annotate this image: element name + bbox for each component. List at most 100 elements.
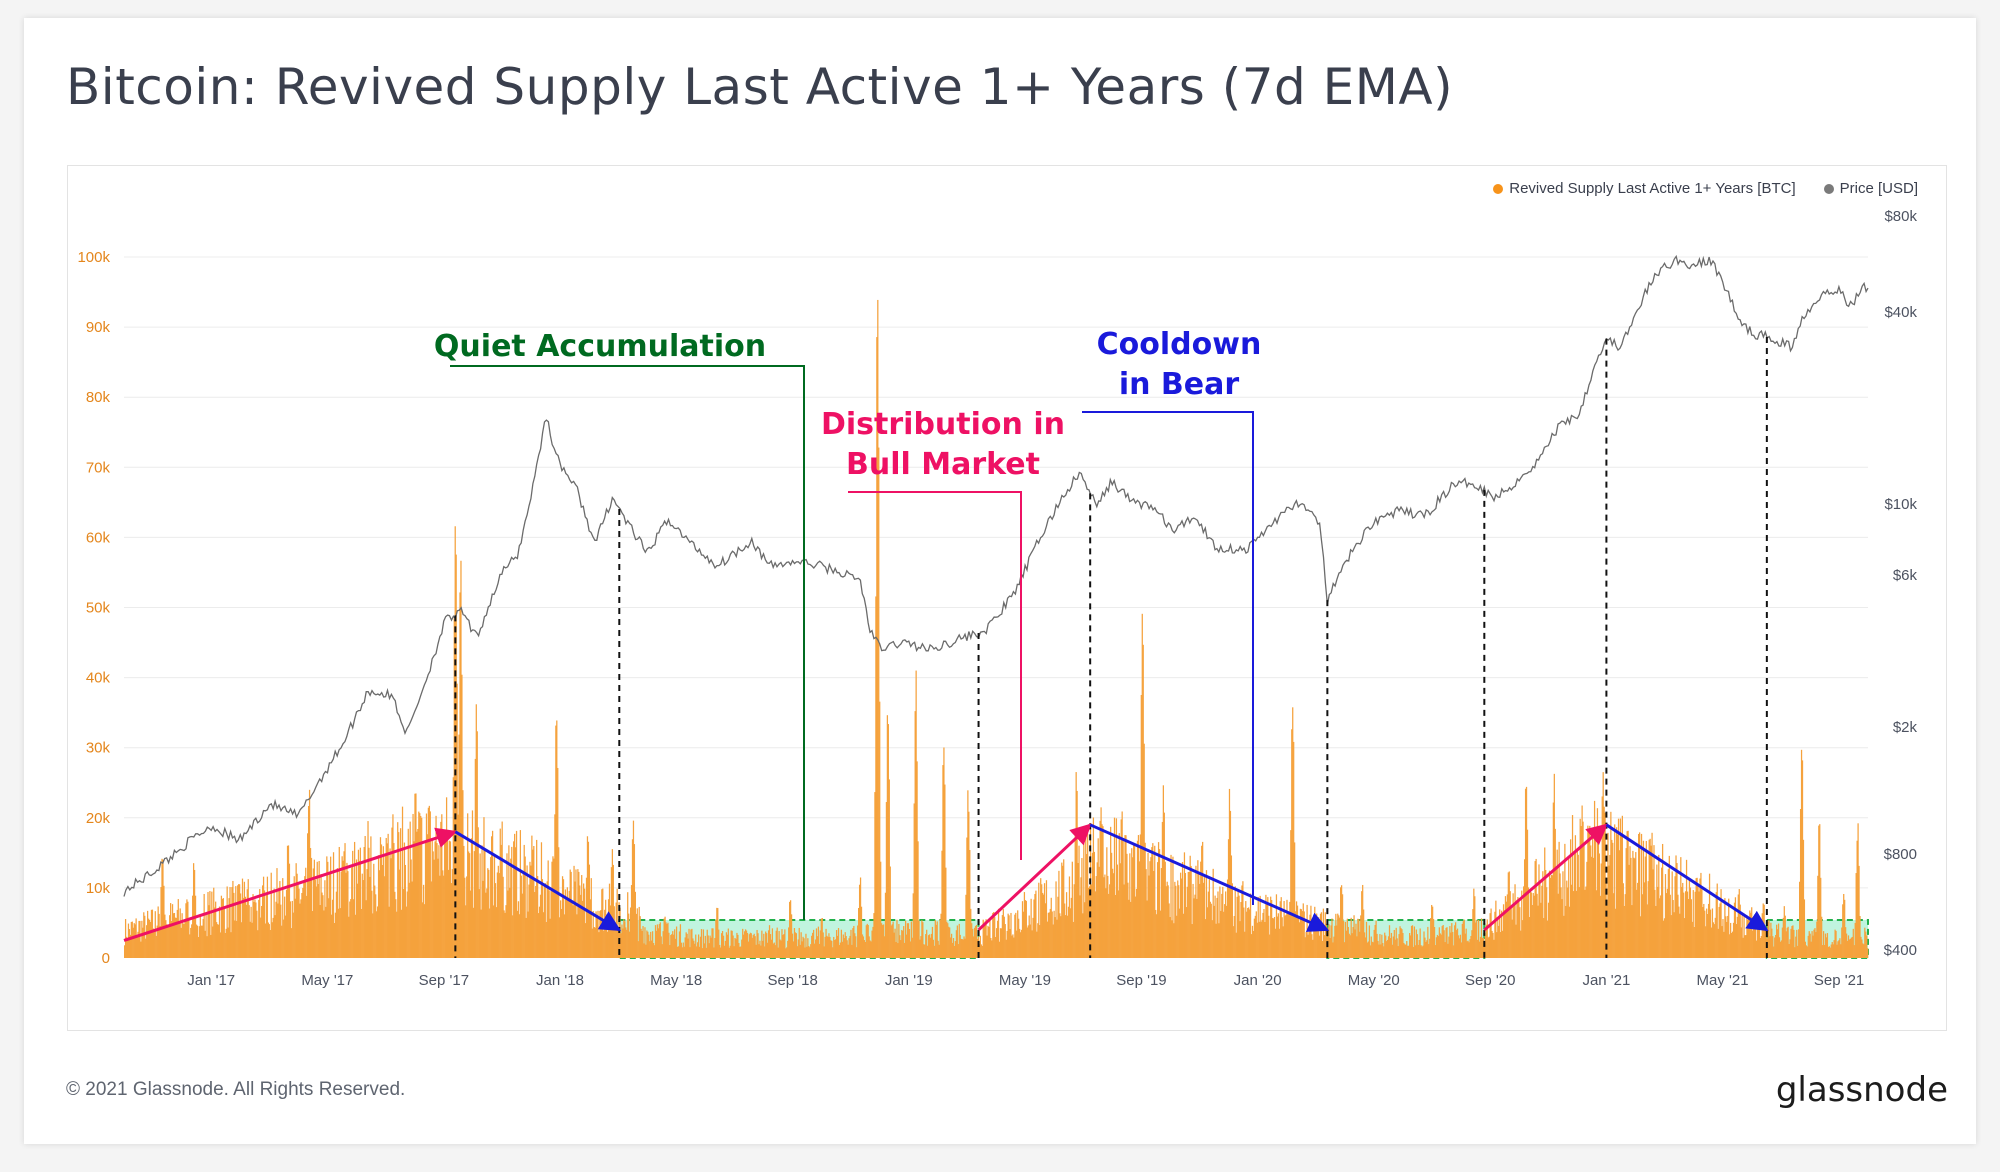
supply-bar — [145, 938, 147, 958]
supply-bar — [179, 908, 181, 958]
supply-bar — [1698, 891, 1700, 958]
supply-bar — [700, 929, 703, 958]
supply-bar — [807, 938, 809, 958]
supply-bar — [1302, 903, 1304, 958]
supply-bar — [656, 924, 659, 958]
supply-bar — [552, 856, 554, 958]
supply-bar — [313, 859, 315, 958]
supply-bar — [769, 934, 772, 958]
supply-bar — [1323, 935, 1325, 958]
supply-bar — [1703, 903, 1705, 958]
supply-bar — [803, 938, 805, 958]
supply-bar — [582, 900, 584, 958]
supply-bar — [613, 906, 615, 958]
supply-bar — [1663, 918, 1666, 958]
supply-bar — [801, 941, 803, 958]
supply-bar — [796, 946, 798, 958]
supply-bar — [293, 876, 295, 958]
supply-bar — [638, 906, 640, 958]
supply-bar — [811, 935, 813, 958]
supply-bar — [1125, 835, 1127, 958]
supply-bar — [1442, 925, 1444, 958]
supply-bar — [954, 941, 957, 958]
supply-bar — [1688, 879, 1691, 958]
supply-bar — [1135, 888, 1138, 958]
supply-bar — [515, 830, 518, 958]
supply-bar — [1523, 886, 1525, 958]
supply-bar — [1464, 933, 1466, 958]
supply-bar — [1730, 922, 1732, 958]
supply-bar — [1087, 887, 1090, 958]
supply-bar — [1187, 871, 1189, 958]
supply-bar — [1838, 940, 1840, 958]
supply-bar — [229, 887, 231, 958]
supply-bar — [670, 935, 672, 958]
supply-bar — [467, 813, 469, 958]
supply-bar — [1733, 902, 1736, 958]
supply-bar — [1036, 931, 1038, 958]
supply-bar — [226, 886, 228, 958]
supply-bar — [1599, 895, 1601, 958]
supply-bar — [1655, 905, 1657, 958]
supply-bar — [1729, 934, 1731, 958]
supply-bar — [521, 893, 523, 958]
supply-bar — [678, 931, 681, 958]
supply-bar — [1658, 854, 1660, 958]
supply-bar — [838, 945, 841, 958]
supply-bar — [858, 907, 860, 958]
supply-bar — [935, 924, 937, 958]
supply-bar — [1148, 875, 1150, 958]
x-tick-Jan '19: Jan '19 — [885, 972, 933, 989]
supply-bar — [1490, 908, 1492, 958]
supply-bar — [273, 888, 275, 958]
supply-bar — [555, 725, 557, 958]
supply-bar — [213, 887, 215, 958]
supply-bar — [238, 884, 241, 958]
supply-bar — [586, 836, 589, 958]
supply-bar — [544, 883, 546, 958]
supply-bar — [688, 928, 690, 958]
supply-bar — [1535, 858, 1537, 958]
supply-bar — [788, 927, 790, 958]
supply-bar — [1437, 936, 1440, 958]
supply-bar — [257, 930, 259, 958]
y-left-tick-60k: 60k — [86, 529, 111, 546]
supply-bar — [1677, 894, 1679, 958]
supply-bar — [1713, 924, 1715, 958]
supply-bar — [1808, 931, 1810, 958]
supply-bar — [1329, 938, 1331, 958]
supply-bar — [346, 862, 348, 958]
supply-bar — [1709, 909, 1712, 958]
supply-bar — [1791, 926, 1793, 958]
supply-bar — [925, 934, 927, 958]
supply-bar — [287, 845, 290, 958]
supply-bar — [427, 807, 430, 958]
supply-bar — [1307, 934, 1309, 958]
supply-bar — [170, 921, 173, 958]
supply-bar — [999, 928, 1002, 958]
supply-bar — [350, 899, 352, 958]
supply-bar — [1619, 818, 1622, 958]
supply-bar — [1512, 893, 1514, 958]
supply-bar — [760, 945, 762, 958]
supply-bar — [174, 917, 177, 958]
supply-bar — [158, 913, 160, 958]
legend-item-price[interactable]: Price [USD] — [1823, 180, 1918, 197]
supply-bar — [1448, 936, 1450, 958]
supply-bar — [412, 813, 414, 958]
y-right-tick-$2k: $2k — [1893, 719, 1918, 736]
supply-bar — [1510, 907, 1512, 958]
supply-bar — [1866, 935, 1868, 958]
supply-bar — [1063, 859, 1065, 958]
supply-bar — [538, 906, 541, 958]
supply-bar — [373, 863, 375, 958]
supply-bar — [1559, 873, 1561, 958]
supply-bar — [1452, 931, 1454, 958]
supply-bar — [1298, 922, 1301, 958]
legend-item-supply[interactable]: Revived Supply Last Active 1+ Years [BTC… — [1493, 180, 1796, 197]
supply-bar — [1714, 917, 1716, 958]
supply-bar — [1691, 921, 1693, 958]
supply-bar — [497, 865, 499, 958]
supply-bar — [1371, 941, 1373, 958]
supply-bar — [1500, 932, 1502, 958]
